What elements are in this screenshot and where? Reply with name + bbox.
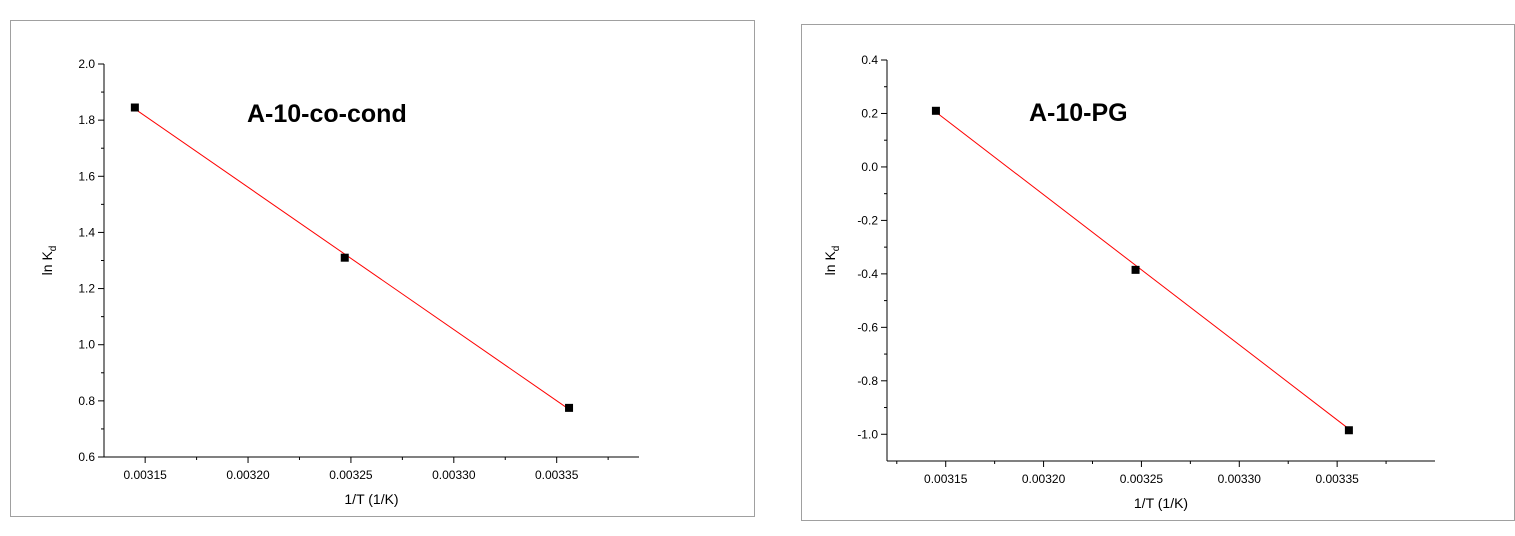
chart2-fit-line bbox=[935, 111, 1350, 430]
chart1-data-point bbox=[130, 103, 139, 112]
chart1-x-tick-label: 0.00325 bbox=[329, 468, 373, 482]
chart2-x-tick-label: 0.00325 bbox=[1120, 472, 1164, 486]
chart2-x-axis-label: 1/T (1/K) bbox=[1134, 495, 1188, 511]
chart2-x-tick-label: 0.00335 bbox=[1315, 472, 1359, 486]
chart1-y-tick-label: 2.0 bbox=[78, 57, 95, 71]
chart1-y-axis-label-sub: d bbox=[48, 246, 59, 252]
chart2-y-tick-label: 0.4 bbox=[861, 53, 878, 67]
chart2-x-tick-label: 0.00330 bbox=[1218, 472, 1262, 486]
chart2-y-tick-label: -0.4 bbox=[857, 267, 878, 281]
chart1-y-tick-label: 1.4 bbox=[78, 225, 95, 239]
chart1-x-axis-label: 1/T (1/K) bbox=[344, 491, 398, 507]
chart-left-svg: 0.6 0.8 1.0 1.2 1.4 1.6 1.8 2.0 0.00315 0.00320 0.… bbox=[39, 57, 639, 507]
chart1-data-point bbox=[565, 403, 574, 412]
chart1-y-axis-label-main: ln K bbox=[39, 251, 55, 276]
chart1-y-tick-label: 1.2 bbox=[78, 282, 95, 296]
chart1-y-axis-label: ln Kd bbox=[39, 246, 59, 276]
chart1-x-tick-label: 0.00315 bbox=[123, 468, 167, 482]
chart-right-svg: -1.0 -0.8 -0.6 -0.4 -0.2 0.0 0.2 0.4 0.00315 0.00… bbox=[822, 53, 1435, 511]
chart1-y-tick-label: 1.8 bbox=[78, 113, 95, 127]
chart2-data-point bbox=[1344, 426, 1353, 435]
chart2-y-tick-label: -0.2 bbox=[857, 213, 878, 227]
chart2-y-tick-label: -1.0 bbox=[857, 427, 878, 441]
chart1-y-tick-label: 0.6 bbox=[78, 450, 95, 464]
chart2-x-tick-label: 0.00320 bbox=[1022, 472, 1066, 486]
chart1-y-tick-label: 1.6 bbox=[78, 169, 95, 183]
chart-panel-right: -1.0 -0.8 -0.6 -0.4 -0.2 0.0 0.2 0.4 0.00315 0.00… bbox=[801, 24, 1515, 521]
chart2-y-axis-label-sub: d bbox=[831, 246, 842, 252]
chart2-y-tick-label: 0.2 bbox=[861, 106, 878, 120]
chart2-y-axis-label: ln Kd bbox=[822, 246, 842, 276]
chart2-data-point bbox=[931, 106, 940, 115]
chart2-title: A-10-PG bbox=[1029, 99, 1128, 127]
chart2-y-tick-label: -0.8 bbox=[857, 374, 878, 388]
chart2-data-point bbox=[1131, 265, 1140, 274]
chart1-fit-line bbox=[134, 108, 570, 410]
chart1-x-tick-label: 0.00335 bbox=[535, 468, 579, 482]
chart1-y-tick-label: 1.0 bbox=[78, 338, 95, 352]
chart2-y-axis-label-main: ln K bbox=[822, 251, 838, 276]
chart2-y-tick-label: -0.6 bbox=[857, 320, 878, 334]
chart-panel-left: 0.6 0.8 1.0 1.2 1.4 1.6 1.8 2.0 0.00315 0.00320 0.… bbox=[10, 20, 755, 517]
chart1-x-tick-label: 0.00330 bbox=[432, 468, 476, 482]
chart1-data-point bbox=[340, 253, 349, 262]
chart1-y-tick-label: 0.8 bbox=[78, 394, 95, 408]
chart2-y-tick-label: 0.0 bbox=[861, 160, 878, 174]
chart2-x-tick-label: 0.00315 bbox=[924, 472, 968, 486]
chart1-x-tick-label: 0.00320 bbox=[226, 468, 270, 482]
chart1-title: A-10-co-cond bbox=[247, 100, 407, 128]
